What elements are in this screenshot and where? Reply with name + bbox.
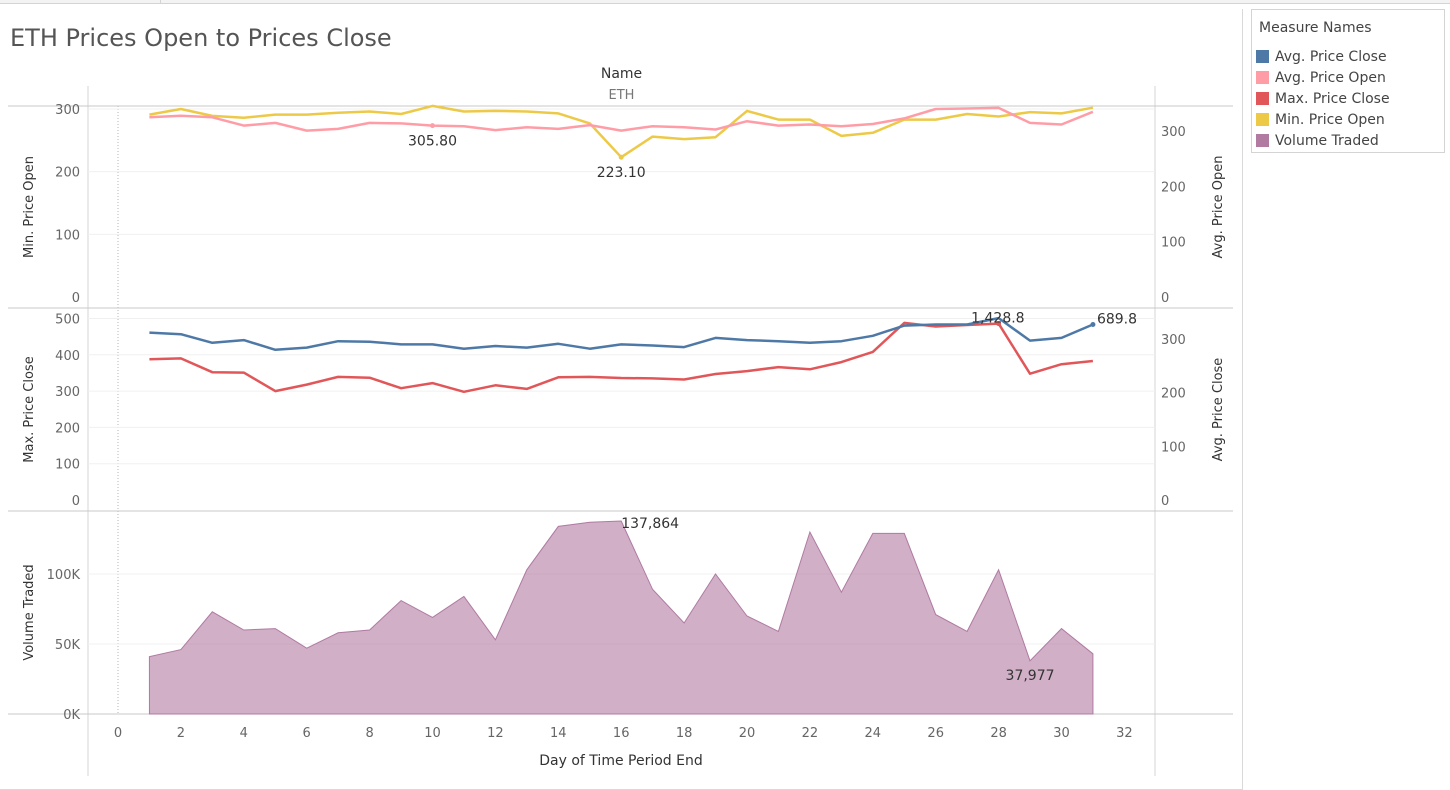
left-tick-label: 300: [55, 385, 80, 400]
left-tick-label: 400: [55, 349, 80, 364]
left-tick-label: 0: [72, 494, 80, 509]
right-tick-label: 0: [1161, 494, 1169, 509]
legend-item-label: Avg. Price Close: [1275, 48, 1387, 65]
x-tick-label: 10: [424, 726, 441, 741]
left-tick-label: 100: [55, 458, 80, 473]
right-tick-label: 300: [1161, 125, 1186, 140]
chart-title: ETH Prices Open to Prices Close: [10, 24, 392, 52]
x-tick-label: 18: [676, 726, 693, 741]
x-tick-label: 2: [177, 726, 185, 741]
x-tick-label: 28: [990, 726, 1007, 741]
x-tick-label: 8: [365, 726, 373, 741]
left-axis-title: Min. Price Open: [22, 156, 37, 258]
legend-swatch: [1256, 50, 1269, 63]
left-axis-title: Volume Traded: [22, 564, 37, 660]
left-axis-title: Max. Price Close: [22, 356, 37, 462]
x-tick-label: 20: [739, 726, 756, 741]
x-tick-label: 22: [802, 726, 819, 741]
left-tick-label: 100: [55, 228, 80, 243]
right-axis-title: Avg. Price Close: [1211, 358, 1226, 462]
top-toolbar-tab: [0, 0, 161, 3]
legend-item-label: Max. Price Close: [1275, 90, 1390, 107]
left-tick-label: 300: [55, 103, 80, 118]
x-tick-label: 4: [240, 726, 248, 741]
legend-swatch: [1256, 134, 1269, 147]
left-tick-label: 500: [55, 313, 80, 328]
legend-item-avg-price-open[interactable]: Avg. Price Open: [1252, 67, 1444, 88]
series-area-volume-traded: [148, 520, 1094, 715]
series-line-avg-price-close: [149, 316, 1094, 352]
left-tick-label: 0K: [63, 708, 80, 723]
x-tick-label: 16: [613, 726, 630, 741]
x-tick-label: 24: [865, 726, 882, 741]
right-axis-title: Avg. Price Open: [1211, 156, 1226, 259]
x-tick-label: 6: [303, 726, 311, 741]
left-tick-label: 200: [55, 166, 80, 181]
legend: Measure Names Avg. Price Close Avg. Pric…: [1251, 9, 1445, 153]
data-label: 689.8: [1097, 312, 1137, 328]
left-tick-label: 50K: [55, 638, 81, 653]
x-tick-label: 14: [550, 726, 567, 741]
x-tick-label: 0: [114, 726, 122, 741]
annotation-marker: [430, 123, 435, 129]
series-line-max-price-close: [149, 321, 1094, 394]
right-tick-label: 0: [1161, 291, 1169, 306]
legend-item-min-price-open[interactable]: Min. Price Open: [1252, 109, 1444, 130]
left-tick-label: 100K: [47, 568, 81, 583]
annotation-marker: [1090, 322, 1096, 328]
column-header-value[interactable]: ETH: [608, 88, 635, 103]
right-tick-label: 200: [1161, 387, 1186, 402]
legend-item-label: Avg. Price Open: [1275, 69, 1386, 86]
left-tick-label: 0: [72, 291, 80, 306]
legend-item-max-price-close[interactable]: Max. Price Close: [1252, 88, 1444, 109]
left-tick-label: 200: [55, 421, 80, 436]
x-tick-label: 12: [487, 726, 504, 741]
x-tick-label: 26: [927, 726, 944, 741]
legend-item-volume-traded[interactable]: Volume Traded: [1252, 130, 1444, 151]
data-label: 137,864: [621, 516, 679, 532]
legend-swatch: [1256, 113, 1269, 126]
top-toolbar-strip: [0, 0, 1450, 4]
series-line-avg-price-open: [149, 106, 1094, 132]
right-tick-label: 100: [1161, 440, 1186, 455]
data-label: 37,977: [1006, 668, 1055, 684]
x-tick-label: 32: [1116, 726, 1133, 741]
legend-title: Measure Names: [1259, 20, 1372, 36]
legend-swatch: [1256, 92, 1269, 105]
x-axis-title: Day of Time Period End: [539, 753, 702, 769]
legend-item-label: Min. Price Open: [1275, 111, 1385, 128]
data-label: 1,428.8: [971, 311, 1024, 327]
right-tick-label: 200: [1161, 180, 1186, 195]
legend-item-label: Volume Traded: [1275, 132, 1379, 149]
x-tick-label: 30: [1053, 726, 1070, 741]
legend-swatch: [1256, 71, 1269, 84]
data-label: 305.80: [408, 134, 457, 150]
data-label: 223.10: [597, 165, 646, 181]
annotation-marker: [996, 321, 1002, 327]
annotation-marker: [618, 154, 624, 160]
column-header-label: Name: [600, 66, 643, 82]
right-tick-label: 300: [1161, 333, 1186, 348]
right-tick-label: 100: [1161, 236, 1186, 251]
legend-item-avg-price-close[interactable]: Avg. Price Close: [1252, 46, 1444, 67]
